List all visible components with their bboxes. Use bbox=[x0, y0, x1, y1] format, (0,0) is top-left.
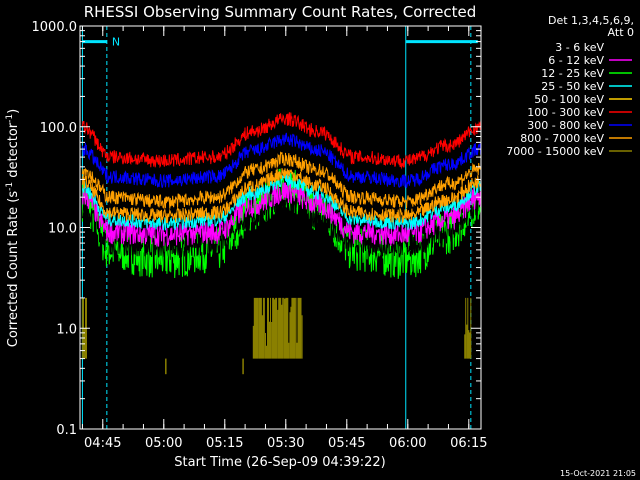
legend-entry-label: 7000 - 15000 keV bbox=[506, 145, 604, 158]
x-tick-label: 06:15 bbox=[450, 436, 487, 451]
x-tick-label: 06:00 bbox=[389, 436, 426, 451]
flag-label: N bbox=[112, 36, 120, 49]
legend-entry-label: 800 - 7000 keV bbox=[520, 132, 604, 145]
x-axis-label: Start Time (26-Sep-09 04:39:22) bbox=[174, 455, 385, 470]
series-line bbox=[81, 112, 482, 170]
x-tick-label: 05:00 bbox=[145, 436, 182, 451]
x-tick-label: 04:45 bbox=[84, 436, 121, 451]
y-tick-label: 100.0 bbox=[40, 121, 77, 136]
series-line bbox=[81, 151, 482, 210]
series-line bbox=[81, 180, 482, 247]
legend-entry-label: 25 - 50 keV bbox=[541, 80, 604, 93]
legend-entry-label: 6 - 12 keV bbox=[548, 54, 604, 67]
legend-header: Att 0 bbox=[608, 26, 634, 39]
x-tick-label: 05:15 bbox=[206, 436, 243, 451]
y-tick-label: 1.0 bbox=[56, 322, 77, 337]
plot-area: N bbox=[81, 26, 482, 429]
legend-entry-label: 12 - 25 keV bbox=[541, 67, 604, 80]
high-energy-band bbox=[252, 297, 303, 359]
legend-entry-label: 300 - 800 keV bbox=[527, 119, 604, 132]
y-tick-label: 0.1 bbox=[56, 423, 77, 438]
y-tick-label: 1000.0 bbox=[32, 20, 78, 35]
x-tick-label: 05:30 bbox=[267, 436, 304, 451]
y-axis-label: Corrected Count Rate (s-1 detector-1) bbox=[5, 109, 21, 347]
legend-entry-label: 3 - 6 keV bbox=[555, 41, 604, 54]
legend-entry-label: 100 - 300 keV bbox=[527, 106, 604, 119]
x-axis: 04:45 05:00 05:15 05:30 05:45 06:00 06:15 bbox=[81, 26, 488, 451]
chart-title: RHESSI Observing Summary Count Rates, Co… bbox=[84, 3, 477, 21]
series-line bbox=[81, 168, 482, 224]
legend-entry-label: 50 - 100 keV bbox=[534, 93, 604, 106]
series-line bbox=[81, 191, 482, 258]
legend-header: Det 1,3,4,5,6,9, bbox=[548, 14, 634, 27]
x-tick-label: 05:45 bbox=[328, 436, 365, 451]
series-line bbox=[81, 132, 482, 189]
y-tick-label: 10.0 bbox=[48, 222, 77, 237]
footer-timestamp: 15-Oct-2021 21:05 bbox=[560, 469, 636, 478]
y-axis: 0.1 1.0 10.0 100.0 1000.0 bbox=[32, 20, 481, 438]
high-energy-band bbox=[464, 297, 472, 359]
